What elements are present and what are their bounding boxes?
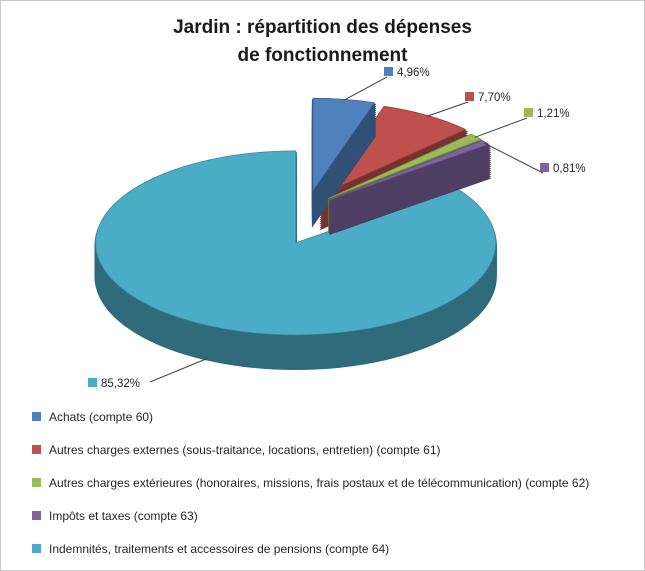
- leader-line: [426, 101, 469, 117]
- pie-slice-0: [311, 97, 377, 228]
- slice-labels: 4,96% 7,70% 1,21% 0,81% 85,32%: [88, 67, 586, 390]
- label-swatch: [524, 108, 533, 117]
- label-swatch: [88, 378, 97, 387]
- leader-line: [474, 117, 528, 138]
- legend-item-3: Impôts et taxes (compte 63): [32, 499, 644, 532]
- label-swatch: [384, 67, 393, 76]
- pie-slice-4: [94, 150, 497, 370]
- legend-swatch: [32, 412, 41, 421]
- legend-label: Autres charges extérieures (honoraires, …: [49, 475, 590, 490]
- legend-swatch: [32, 511, 41, 520]
- legend-label: Achats (compte 60): [49, 409, 154, 424]
- slice-percent-label: 85,32%: [101, 378, 140, 390]
- legend-swatch: [32, 478, 41, 487]
- slice-percent-label: 0,81%: [553, 163, 586, 175]
- legend-item-4: Indemnités, traitements et accessoires d…: [32, 532, 644, 565]
- label-swatch: [465, 92, 474, 101]
- legend-item-0: Achats (compte 60): [32, 400, 644, 433]
- leader-line: [483, 142, 544, 174]
- legend-label: Indemnités, traitements et accessoires d…: [49, 541, 390, 556]
- legend-swatch: [32, 445, 41, 454]
- slice-percent-label: 1,21%: [537, 108, 570, 120]
- slice-percent-label: 4,96%: [397, 67, 430, 79]
- leader-line: [343, 76, 388, 101]
- legend-item-2: Autres charges extérieures (honoraires, …: [32, 466, 644, 499]
- legend-label: Autres charges externes (sous-traitance,…: [49, 442, 441, 457]
- legend-item-1: Autres charges externes (sous-traitance,…: [32, 433, 644, 466]
- slice-percent-label: 7,70%: [478, 92, 511, 104]
- legend: Achats (compte 60) Autres charges externe…: [1, 400, 644, 565]
- legend-swatch: [32, 544, 41, 553]
- leader-line: [149, 357, 208, 383]
- label-swatch: [540, 163, 549, 172]
- legend-label: Impôts et taxes (compte 63): [49, 508, 198, 523]
- pie-chart: 4,96% 7,70% 1,21% 0,81% 85,32%: [88, 67, 586, 390]
- pie-slice-3: [328, 140, 492, 235]
